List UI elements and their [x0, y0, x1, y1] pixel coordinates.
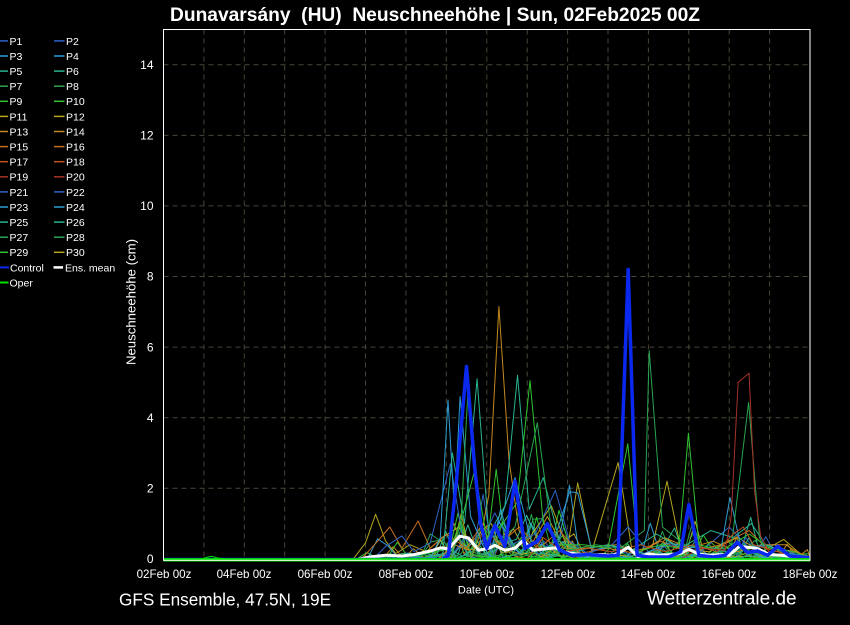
svg-text:14Feb 00z: 14Feb 00z: [621, 568, 676, 581]
svg-text:P9: P9: [10, 96, 23, 108]
svg-text:18Feb 00z: 18Feb 00z: [783, 568, 838, 581]
svg-text:4: 4: [147, 411, 154, 425]
svg-text:P8: P8: [66, 81, 79, 93]
svg-text:P25: P25: [10, 217, 29, 229]
svg-text:16Feb 00z: 16Feb 00z: [702, 568, 757, 581]
svg-text:P21: P21: [10, 187, 29, 199]
svg-text:2: 2: [147, 481, 154, 495]
svg-text:P15: P15: [10, 142, 29, 154]
svg-text:GFS Ensemble, 47.5N, 19E: GFS Ensemble, 47.5N, 19E: [119, 590, 331, 610]
svg-text:P14: P14: [66, 126, 85, 138]
svg-text:6: 6: [147, 340, 154, 354]
svg-text:P6: P6: [66, 66, 79, 78]
svg-text:P26: P26: [66, 217, 85, 229]
svg-text:Neuschneehöhe (cm): Neuschneehöhe (cm): [124, 239, 139, 365]
svg-text:P22: P22: [66, 187, 85, 199]
svg-text:P16: P16: [66, 142, 85, 154]
svg-text:P18: P18: [66, 157, 85, 169]
svg-text:P2: P2: [66, 36, 79, 48]
svg-text:Date (UTC): Date (UTC): [458, 585, 514, 597]
svg-text:Wetterzentrale.de: Wetterzentrale.de: [647, 589, 797, 610]
svg-text:P17: P17: [10, 157, 29, 169]
svg-text:12: 12: [140, 129, 154, 143]
svg-text:P13: P13: [10, 126, 29, 138]
svg-text:P23: P23: [10, 202, 29, 214]
svg-text:P7: P7: [10, 81, 23, 93]
svg-text:P24: P24: [66, 202, 85, 214]
svg-text:P28: P28: [66, 232, 85, 244]
svg-text:06Feb 00z: 06Feb 00z: [298, 568, 353, 581]
svg-text:P5: P5: [10, 66, 23, 78]
svg-text:0: 0: [147, 552, 154, 566]
svg-text:14: 14: [140, 58, 154, 72]
svg-text:P11: P11: [10, 111, 28, 123]
svg-text:P10: P10: [66, 96, 85, 108]
svg-text:Control: Control: [10, 262, 44, 274]
svg-text:P12: P12: [66, 111, 85, 123]
svg-text:08Feb 00z: 08Feb 00z: [379, 568, 434, 581]
svg-text:8: 8: [147, 270, 154, 284]
svg-text:Dunavarsány (HU) Neuschneehö: Dunavarsány (HU) Neuschneehöhe | Sun, 02…: [170, 5, 700, 26]
svg-text:P4: P4: [66, 51, 79, 63]
svg-text:12Feb 00z: 12Feb 00z: [541, 568, 596, 581]
svg-text:10Feb 00z: 10Feb 00z: [460, 568, 515, 581]
svg-text:P19: P19: [10, 172, 29, 184]
svg-text:02Feb 00z: 02Feb 00z: [137, 568, 192, 581]
svg-text:10: 10: [140, 199, 154, 213]
svg-text:P1: P1: [10, 36, 23, 48]
svg-text:P3: P3: [10, 51, 23, 63]
svg-text:P27: P27: [10, 232, 29, 244]
svg-text:Ens. mean: Ens. mean: [65, 262, 115, 274]
svg-text:P30: P30: [66, 247, 85, 259]
svg-text:04Feb 00z: 04Feb 00z: [217, 568, 272, 581]
svg-text:P20: P20: [66, 172, 85, 184]
svg-text:Oper: Oper: [10, 277, 34, 289]
svg-text:P29: P29: [10, 247, 29, 259]
